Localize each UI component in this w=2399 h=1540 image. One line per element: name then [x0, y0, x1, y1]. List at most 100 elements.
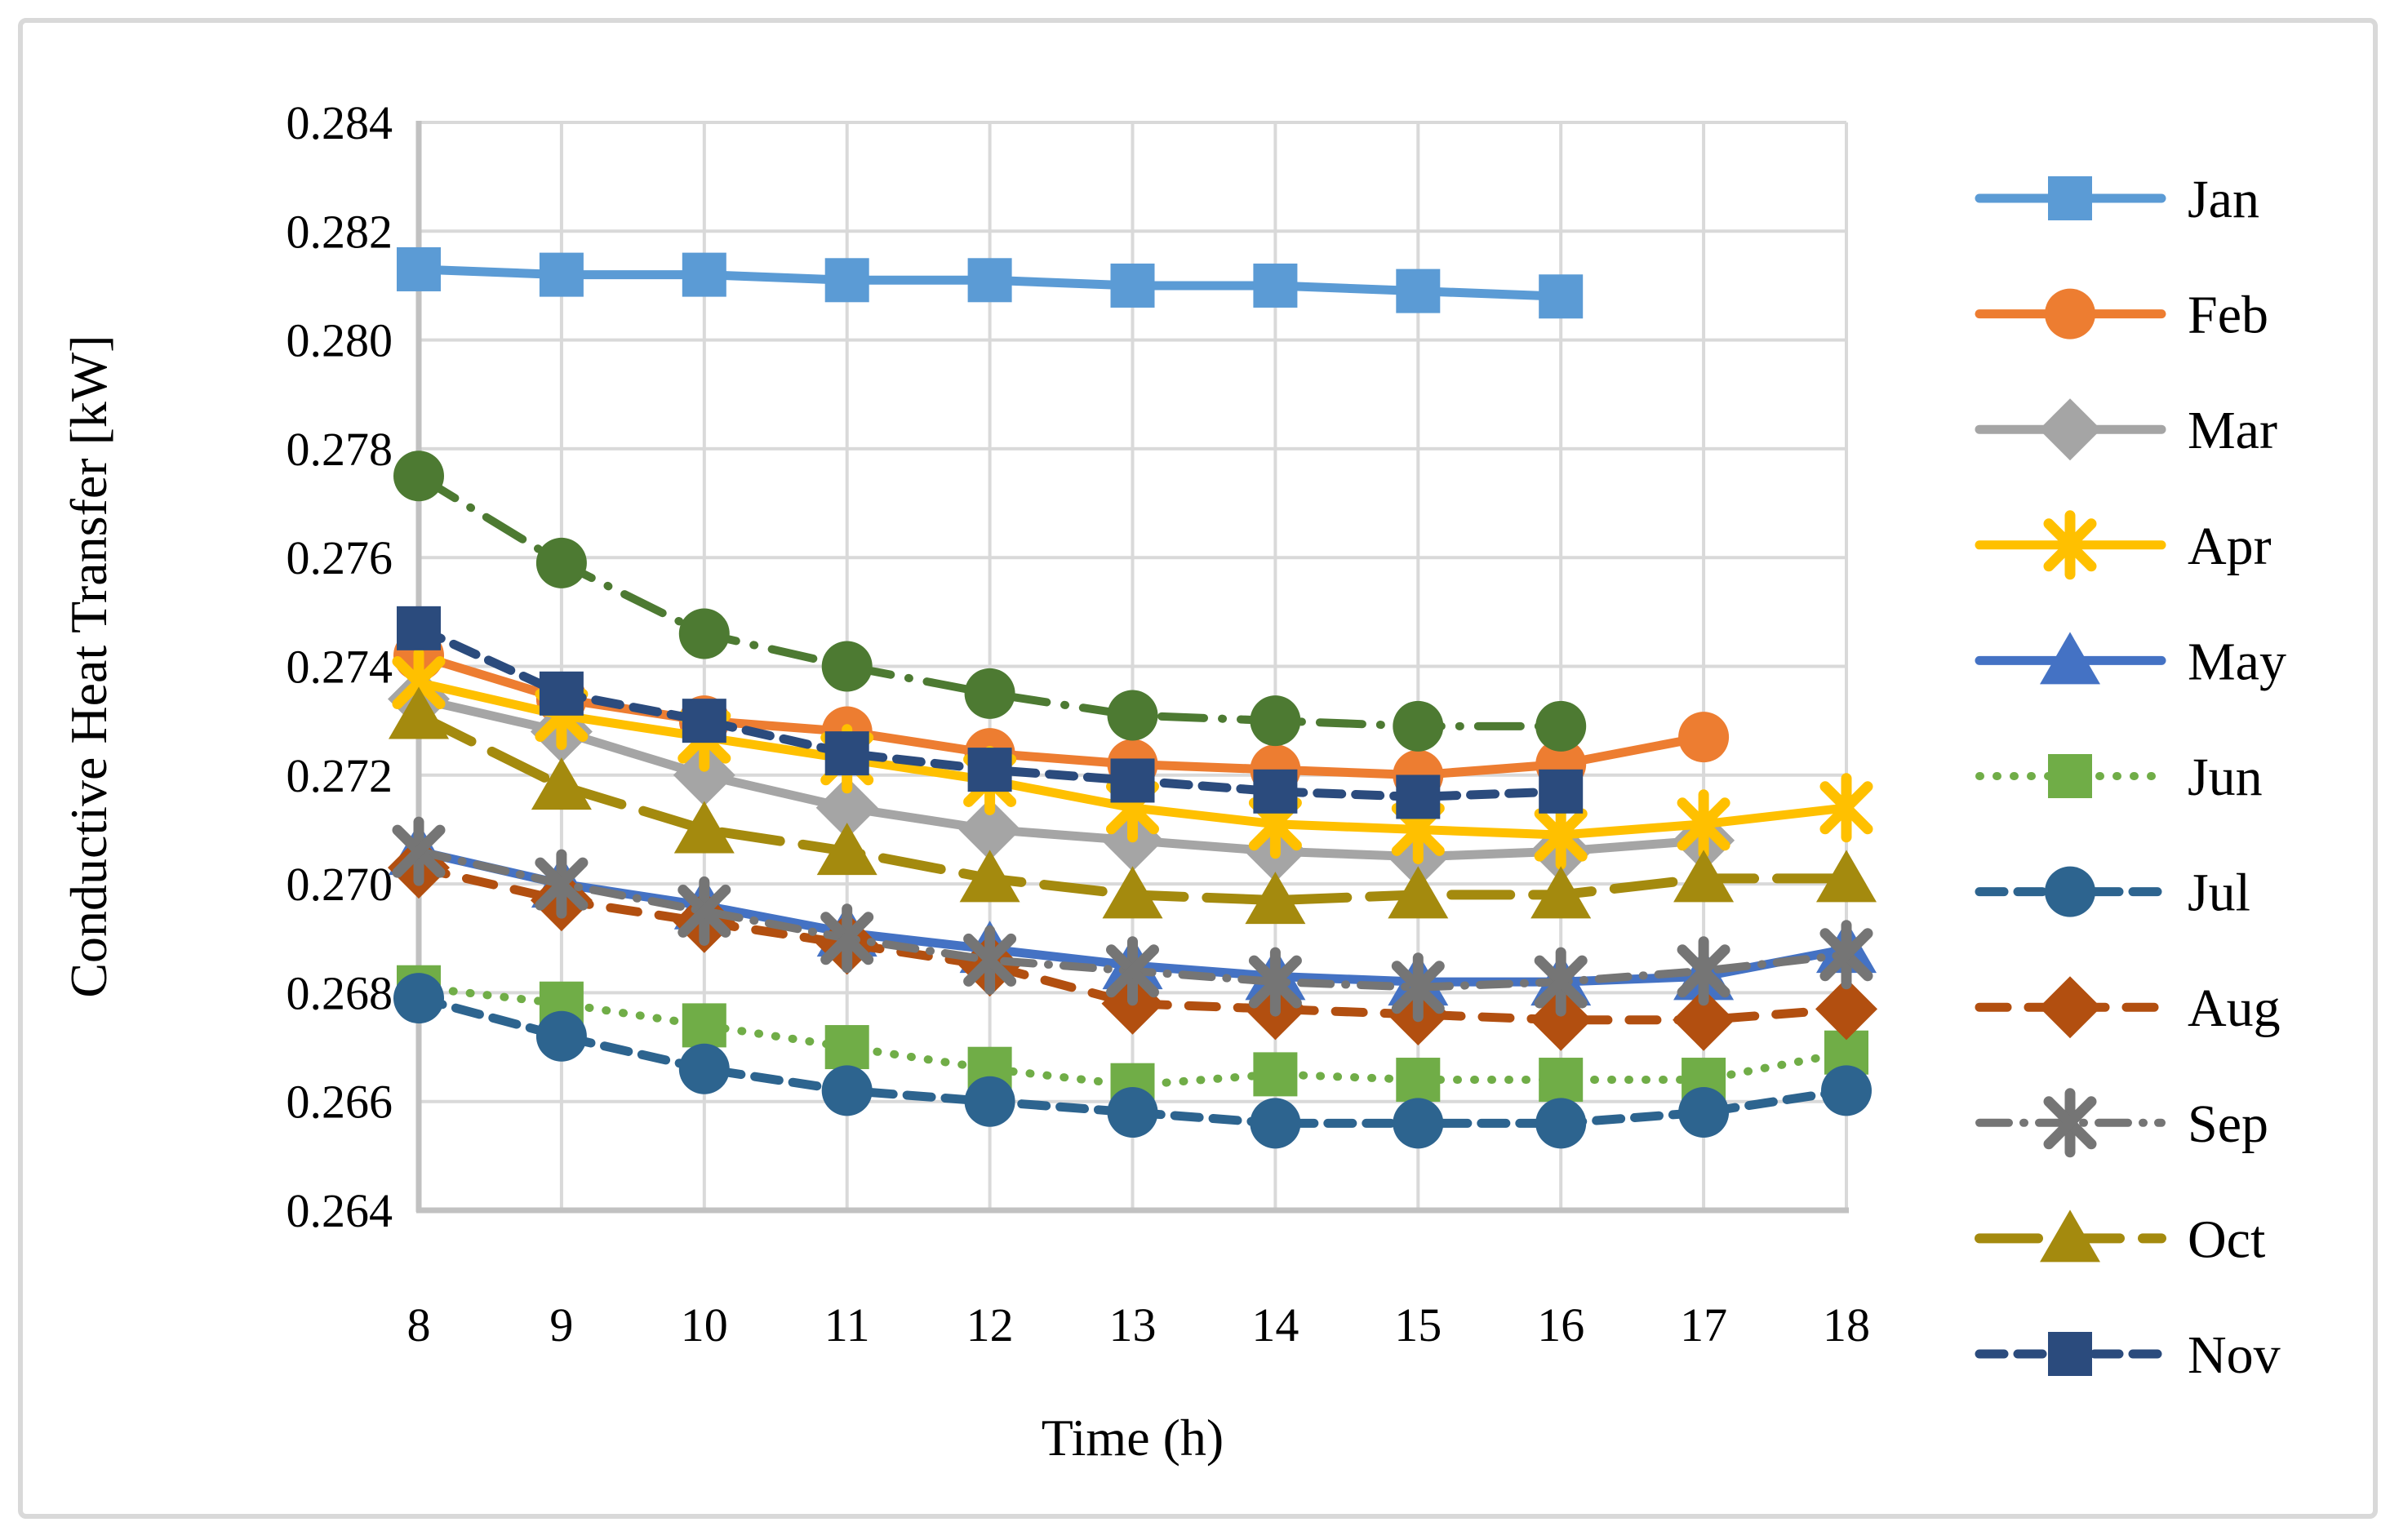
marker-square — [824, 1025, 869, 1070]
series-line-aug — [414, 863, 1851, 1025]
marker-square — [539, 252, 584, 297]
marker-square — [1253, 1052, 1298, 1097]
legend-label: Aug — [2188, 979, 2281, 1038]
legend-item-apr: Apr — [1975, 510, 2272, 580]
marker-asterisk — [963, 925, 1017, 995]
marker-asterisk — [2043, 510, 2097, 580]
y-tick-label: 0.270 — [287, 858, 393, 911]
series-sep — [392, 816, 1873, 1023]
marker-square — [1110, 758, 1155, 803]
legend-item-jul: Jul — [1975, 863, 2250, 923]
legend-item-may: May — [1975, 632, 2286, 691]
legend-label: Jun — [2188, 748, 2263, 807]
marker-square — [1539, 274, 1584, 319]
marker-square — [967, 748, 1012, 792]
marker-circle — [393, 450, 444, 502]
marker-circle — [964, 668, 1015, 719]
marker-diamond — [958, 798, 1021, 861]
legend-label: Feb — [2188, 286, 2268, 345]
marker-square — [2048, 1332, 2092, 1376]
marker-circle — [2045, 866, 2095, 917]
y-tick-label: 0.278 — [287, 423, 393, 476]
legend-label: Oct — [2188, 1209, 2265, 1269]
marker-asterisk — [1677, 936, 1730, 1006]
legend-label: Apr — [2188, 517, 2272, 576]
marker-triangle — [389, 686, 449, 739]
marker-circle — [821, 1065, 873, 1116]
marker-asterisk — [2043, 1088, 2097, 1158]
marker-square — [682, 1003, 726, 1048]
y-tick-label: 0.280 — [287, 314, 393, 367]
y-tick-label: 0.272 — [287, 749, 393, 802]
x-tick-label: 18 — [1823, 1298, 1870, 1351]
marker-square — [397, 246, 441, 291]
y-tick-label: 0.276 — [287, 531, 393, 584]
marker-asterisk — [535, 849, 589, 919]
marker-triangle — [1673, 850, 1735, 903]
marker-triangle — [816, 823, 877, 876]
y-tick-label: 0.266 — [287, 1076, 393, 1129]
marker-circle — [821, 641, 873, 692]
series-dec — [393, 450, 1587, 752]
x-axis-tick-labels: 8 9 10 11 12 13 14 15 16 17 18 — [407, 1298, 1871, 1351]
marker-circle — [2045, 288, 2095, 340]
marker-circle — [1250, 1098, 1301, 1149]
marker-circle — [535, 1010, 587, 1062]
marker-triangle — [1530, 866, 1592, 919]
legend-label: Jan — [2188, 170, 2259, 229]
x-axis-title: Time (h) — [1042, 1409, 1224, 1467]
marker-asterisk — [1819, 773, 1873, 843]
marker-square — [824, 258, 869, 303]
marker-circle — [678, 1043, 730, 1094]
marker-square — [397, 606, 441, 650]
legend-label: Mar — [2188, 401, 2277, 460]
marker-diamond — [815, 776, 878, 839]
marker-square — [539, 671, 584, 716]
marker-square — [2048, 754, 2092, 798]
x-tick-label: 17 — [1680, 1298, 1727, 1351]
marker-circle — [1393, 700, 1444, 752]
marker-square — [1110, 263, 1155, 308]
y-tick-label: 0.264 — [287, 1184, 393, 1237]
marker-asterisk — [1248, 947, 1302, 1017]
marker-asterisk — [1819, 920, 1873, 990]
legend-label: Sep — [2188, 1094, 2268, 1154]
marker-square — [1539, 1058, 1584, 1103]
marker-square — [1253, 263, 1298, 308]
marker-diamond — [1815, 978, 1877, 1041]
marker-triangle — [1245, 872, 1306, 925]
marker-diamond — [2039, 398, 2101, 461]
marker-triangle — [959, 850, 1020, 903]
y-axis-tick-labels: 0.284 0.282 0.280 0.278 0.276 0.274 0.272 0.270… — [287, 96, 393, 1237]
x-tick-label: 16 — [1537, 1298, 1584, 1351]
legend-item-jan: Jan — [1975, 170, 2259, 229]
series-jul — [393, 973, 1872, 1149]
marker-asterisk — [1391, 952, 1445, 1023]
legend-label: Nov — [2188, 1325, 2281, 1385]
x-tick-label: 8 — [407, 1298, 431, 1351]
y-tick-label: 0.284 — [287, 96, 393, 149]
marker-asterisk — [1534, 947, 1588, 1017]
marker-circle — [1250, 695, 1301, 747]
marker-circle — [1393, 1098, 1444, 1149]
marker-square — [1396, 269, 1441, 313]
marker-circle — [1678, 1087, 1730, 1138]
marker-asterisk — [820, 903, 874, 974]
marker-square — [2048, 176, 2092, 220]
legend-item-oct: Oct — [1975, 1209, 2265, 1269]
legend-item-sep: Sep — [1975, 1088, 2268, 1158]
marker-square — [1396, 1058, 1441, 1103]
legend-item-aug: Aug — [1975, 976, 2281, 1039]
marker-circle — [678, 608, 730, 659]
x-tick-label: 13 — [1109, 1298, 1157, 1351]
y-tick-label: 0.268 — [287, 966, 393, 1019]
marker-circle — [964, 1076, 1015, 1127]
marker-square — [1396, 774, 1441, 819]
marker-diamond — [1673, 988, 1735, 1051]
marker-diamond — [2039, 976, 2101, 1039]
legend-item-feb: Feb — [1975, 286, 2268, 345]
marker-square — [1539, 769, 1584, 814]
series-oct — [389, 686, 1877, 925]
series-line-mar — [414, 694, 1708, 862]
